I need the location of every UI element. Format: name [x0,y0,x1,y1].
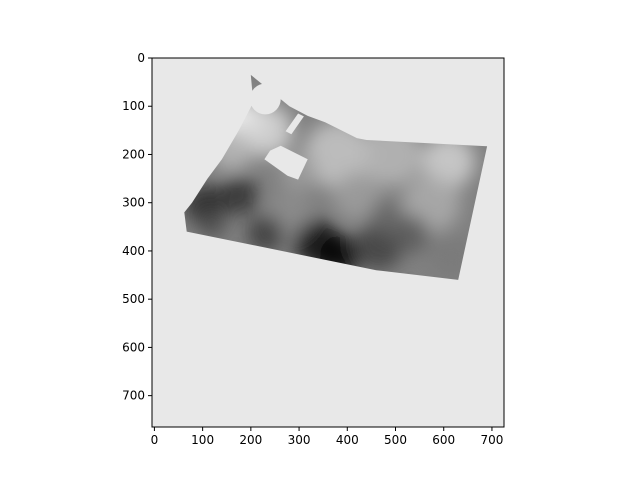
x-tick-label: 400 [336,433,359,447]
y-tick-label: 700 [122,389,145,403]
heat-blob-2 [209,127,254,172]
x-tick-label: 600 [432,433,455,447]
heat-blob-3 [303,120,372,189]
x-tick-label: 100 [191,433,214,447]
y-tick-label: 300 [122,196,145,210]
x-tick-label: 300 [288,433,311,447]
heat-blob-19 [197,209,227,239]
heat-blob-4 [359,123,423,186]
axes-frame [151,57,505,428]
x-tick-label: 500 [384,433,407,447]
y-tick-label: 200 [122,147,145,161]
x-tick-label: 200 [239,433,262,447]
heat-blob-7 [332,171,382,220]
y-tick-label: 100 [122,99,145,113]
y-tick-label: 0 [137,51,145,65]
heat-blob-17 [279,152,319,191]
heat-blob-13 [319,235,361,277]
y-tick-label: 400 [122,244,145,258]
heat-blob-9 [219,176,259,215]
x-tick-label: 0 [151,433,159,447]
heat-blob-16 [429,234,473,278]
heat-blob-11 [246,215,284,253]
y-tick-label: 500 [122,292,145,306]
heat-blob-1 [239,103,293,157]
y-axis: 0 100 200 300 400 500 600 700 [122,51,152,403]
heatmap-image [152,58,504,427]
x-axis: 0 100 200 300 400 500 600 700 [151,427,503,447]
x-tick-label: 700 [480,433,503,447]
heat-blob-18 [368,200,403,235]
y-tick-label: 600 [122,340,145,354]
